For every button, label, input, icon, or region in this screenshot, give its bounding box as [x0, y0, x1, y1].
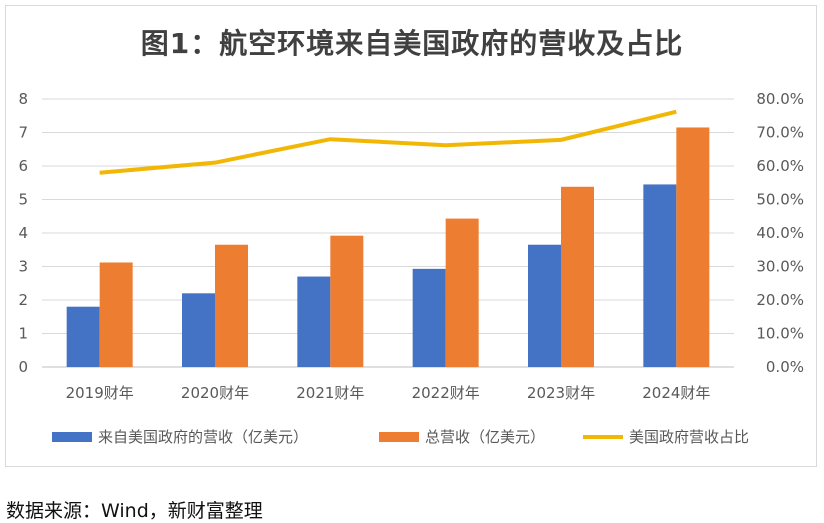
bar-gov-revenue — [413, 269, 446, 367]
bar-gov-revenue — [182, 293, 215, 367]
bar-total-revenue — [215, 245, 248, 367]
y-right-tick-label: 40.0% — [756, 224, 804, 242]
y-left-tick-label: 3 — [18, 258, 28, 276]
y-right-tick-label: 80.0% — [756, 90, 804, 108]
bar-total-revenue — [330, 236, 363, 367]
y-left-tick-label: 1 — [18, 325, 28, 343]
x-tick-label: 2024财年 — [642, 384, 710, 402]
x-tick-label: 2022财年 — [412, 384, 480, 402]
y-left-tick-label: 7 — [18, 124, 28, 142]
bar-gov-revenue — [528, 245, 561, 367]
bar-gov-revenue — [297, 277, 330, 367]
bar-total-revenue — [446, 219, 479, 367]
legend-swatch-gov-share — [583, 435, 623, 439]
y-right-tick-label: 0.0% — [766, 358, 804, 376]
x-tick-label: 2019财年 — [66, 384, 134, 402]
x-axis: 2019财年 2020财年 2021财年 2022财年 2023财年 2024财年 — [66, 384, 711, 402]
line-gov-share — [100, 112, 677, 173]
legend-swatch-gov-revenue — [52, 432, 92, 442]
y-left-tick-label: 4 — [18, 224, 28, 242]
bar-total-revenue — [100, 262, 133, 367]
source-note: 数据来源：Wind，新财富整理 — [6, 496, 263, 523]
line-series — [100, 112, 677, 173]
bar-total-revenue — [676, 127, 709, 367]
x-tick-label: 2020财年 — [181, 384, 249, 402]
legend-label-gov-share: 美国政府营收占比 — [629, 426, 749, 447]
y-right-tick-label: 50.0% — [756, 191, 804, 209]
y-right-tick-label: 60.0% — [756, 157, 804, 175]
x-tick-label: 2023财年 — [527, 384, 595, 402]
y-left-tick-label: 2 — [18, 291, 28, 309]
legend-swatch-total-revenue — [379, 432, 419, 442]
y-left-tick-label: 0 — [18, 358, 28, 376]
bar-total-revenue — [561, 187, 594, 367]
legend-item-gov-revenue: 来自美国政府的营收（亿美元） — [52, 426, 308, 447]
legend: 来自美国政府的营收（亿美元） 总营收（亿美元） 美国政府营收占比 — [0, 426, 824, 448]
gridlines — [42, 99, 734, 367]
y-right-tick-label: 30.0% — [756, 258, 804, 276]
y-left-tick-label: 8 — [18, 90, 28, 108]
y-axis-left: 0 1 2 3 4 5 6 7 8 — [18, 90, 28, 376]
legend-item-gov-share: 美国政府营收占比 — [583, 426, 749, 447]
y-left-tick-label: 5 — [18, 191, 28, 209]
y-right-tick-label: 10.0% — [756, 325, 804, 343]
legend-label-total-revenue: 总营收（亿美元） — [425, 426, 545, 447]
bar-gov-revenue — [643, 184, 676, 367]
y-right-tick-label: 20.0% — [756, 291, 804, 309]
legend-item-total-revenue: 总营收（亿美元） — [379, 426, 545, 447]
bar-gov-revenue — [67, 307, 100, 367]
y-right-tick-label: 70.0% — [756, 124, 804, 142]
x-tick-label: 2021财年 — [296, 384, 364, 402]
y-left-tick-label: 6 — [18, 157, 28, 175]
bar-series — [67, 127, 710, 367]
y-axis-right: 0.0% 10.0% 20.0% 30.0% 40.0% 50.0% 60.0% 70.0% 8… — [756, 90, 804, 376]
legend-label-gov-revenue: 来自美国政府的营收（亿美元） — [98, 426, 308, 447]
